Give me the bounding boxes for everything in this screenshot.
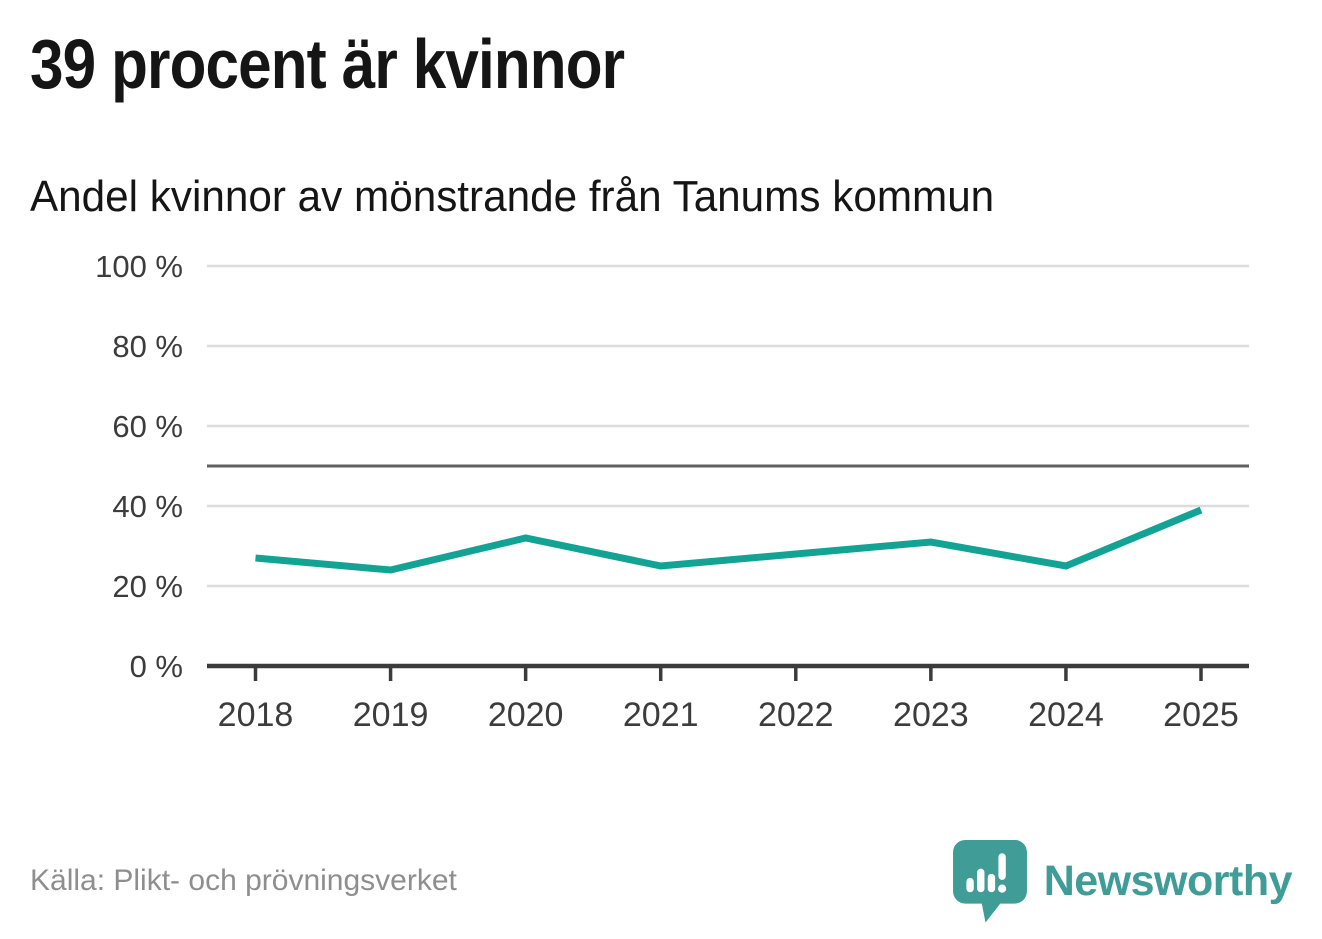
x-tick-label-2021: 2021: [623, 696, 699, 734]
x-tick-label-2022: 2022: [758, 696, 834, 734]
y-tick-label-100: 100 %: [95, 249, 183, 284]
y-tick-label-0: 0 %: [130, 649, 183, 684]
x-tick-label-2025: 2025: [1163, 696, 1239, 734]
brand-logo: Newsworthy: [951, 837, 1293, 925]
logo-bar-medium: [987, 873, 995, 893]
data-line-andel-kvinnor-av-mönstrande: [255, 506, 1203, 574]
source-note: Källa: Plikt- och prövningsverket: [30, 864, 457, 897]
y-tick-label-60: 60 %: [112, 409, 183, 444]
x-tick-label-2023: 2023: [893, 696, 969, 734]
y-tick-label-20: 20 %: [112, 569, 183, 604]
chart-subtitle: Andel kvinnor av mönstrande från Tanums …: [30, 172, 995, 221]
x-tick-label-2018: 2018: [218, 696, 294, 734]
footer: Källa: Plikt- och prövningsverket Newswo…: [30, 837, 1293, 925]
y-tick-label-40: 40 %: [112, 489, 183, 524]
logo-exclamation-bar: [998, 853, 1006, 880]
logo-bar-small: [966, 877, 974, 893]
x-tick-label-2024: 2024: [1028, 696, 1104, 734]
brand-name: Newsworthy: [1043, 856, 1293, 905]
newsworthy-logo-icon: [952, 839, 1027, 923]
x-tick-label-2020: 2020: [488, 696, 564, 734]
logo-bar-tall: [976, 868, 985, 893]
headline: 39 procent är kvinnor: [30, 25, 625, 103]
x-tick-label-2019: 2019: [353, 696, 429, 734]
y-tick-label-80: 80 %: [112, 329, 183, 364]
logo-exclamation-dot: [997, 884, 1006, 893]
